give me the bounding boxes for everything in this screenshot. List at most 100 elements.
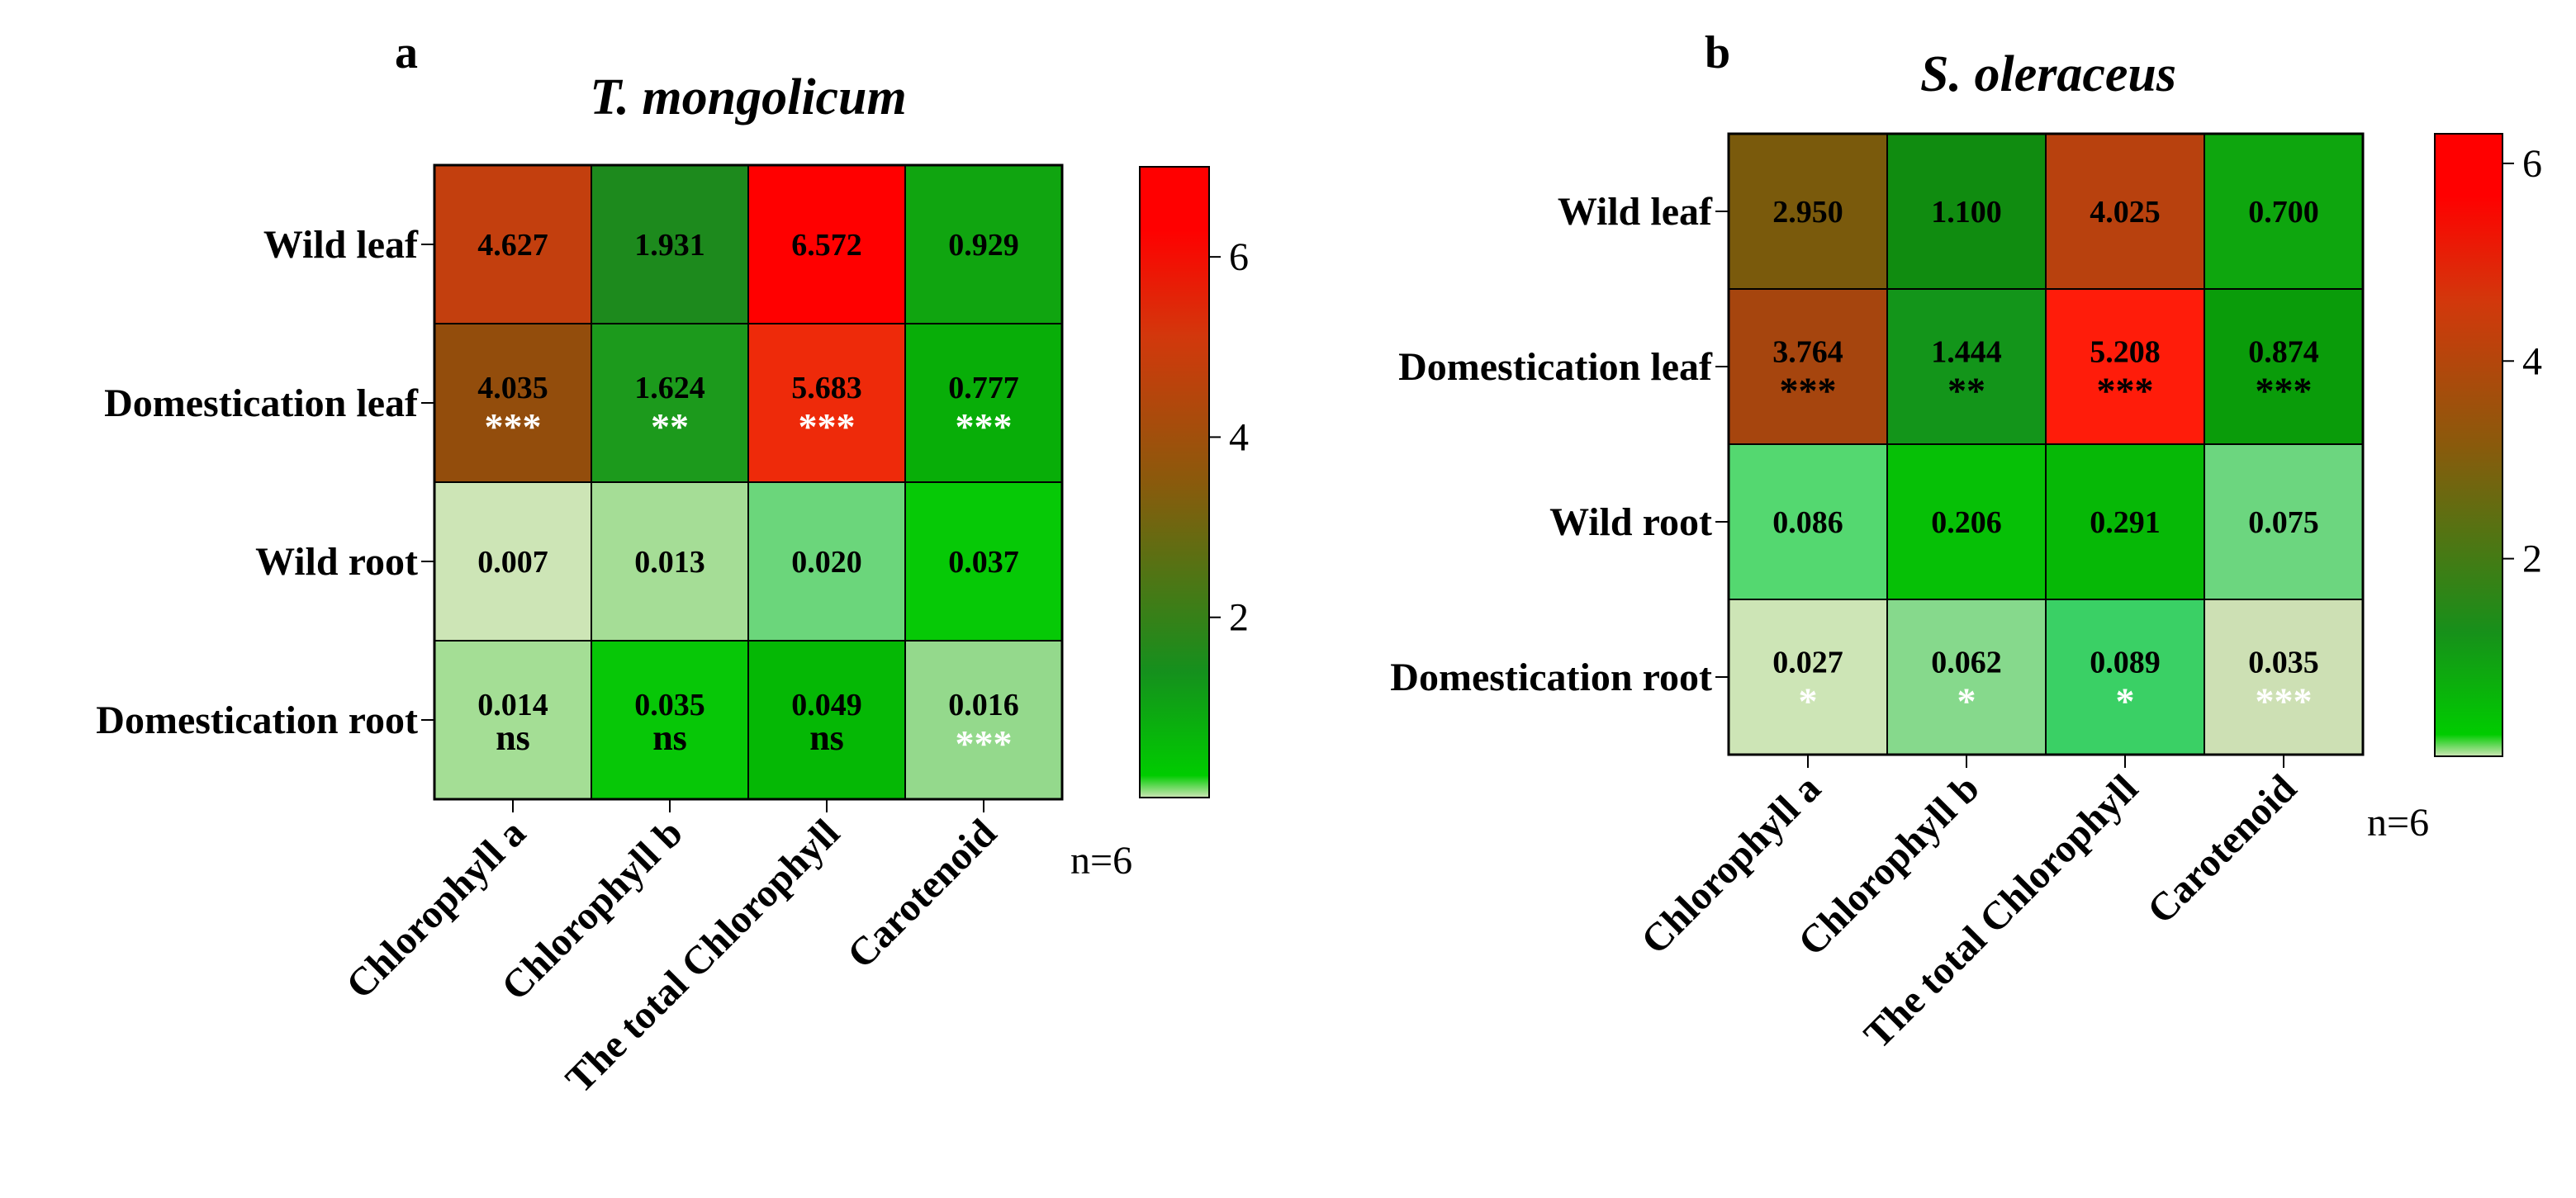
heatmap-cell <box>591 481 749 642</box>
colorbar <box>2434 133 2503 757</box>
heatmap-cell <box>2204 133 2364 290</box>
cell-value: 6.572 <box>791 228 862 263</box>
cell-value: 0.013 <box>634 545 705 580</box>
heatmap-cell <box>434 164 592 324</box>
significance-label: *** <box>485 405 542 447</box>
column-label: Carotenoid <box>839 811 1005 977</box>
heatmap-border <box>433 163 1064 801</box>
sample-size-label: n=6 <box>2367 801 2429 845</box>
cell-value: 0.086 <box>1772 505 1843 540</box>
heatmap-cell <box>904 323 1063 483</box>
colorbar-tick-label: 6 <box>2522 142 2542 186</box>
column-label: The total Chlorophyll <box>1856 766 2147 1057</box>
heatmap-cell <box>1886 133 2047 290</box>
colorbar-tick-label: 4 <box>2522 339 2542 383</box>
heatmap-cell <box>1728 133 1888 290</box>
cell-value: 0.206 <box>1931 505 2002 540</box>
heatmap-border <box>1727 132 2365 756</box>
panel-letter: a <box>395 27 418 78</box>
cell-value: 5.208 <box>2090 334 2161 369</box>
significance-label: *** <box>799 405 856 447</box>
cell-value: 0.929 <box>948 228 1019 263</box>
heatmap-cell <box>904 481 1063 642</box>
row-label: Wild root <box>255 540 418 584</box>
significance-label: *** <box>2256 369 2313 411</box>
cell-value: 2.950 <box>1772 195 1843 230</box>
row-label: Domestication root <box>96 698 418 742</box>
colorbar <box>1139 166 1210 798</box>
cell-value: 4.035 <box>477 371 548 405</box>
cell-value: 0.035 <box>634 688 705 722</box>
row-label: Domestication root <box>1390 656 1712 699</box>
heatmap-cell <box>434 323 592 483</box>
heatmap-cell <box>591 164 749 324</box>
cell-value: 0.777 <box>948 371 1019 405</box>
heatmap-cell <box>434 640 592 800</box>
heatmap-cell <box>1728 443 1888 600</box>
significance-label: ns <box>652 717 687 758</box>
cell-value: 1.931 <box>634 228 705 263</box>
heatmap-cell <box>1886 443 2047 600</box>
colorbar-tick-label: 2 <box>2522 537 2542 581</box>
cell-value: 0.035 <box>2248 645 2319 679</box>
heatmap-cell <box>904 640 1063 800</box>
heatmap-cell <box>1886 288 2047 445</box>
significance-label: * <box>1957 679 1976 722</box>
heatmap-cell <box>1728 288 1888 445</box>
cell-value: 0.007 <box>477 545 548 580</box>
cell-value: 0.075 <box>2248 505 2319 540</box>
colorbar-tick-label: 4 <box>1229 415 1249 459</box>
significance-label: ** <box>651 405 689 447</box>
cell-value: 0.027 <box>1772 645 1843 679</box>
cell-value: 0.049 <box>791 688 862 722</box>
significance-label: *** <box>1780 369 1837 411</box>
heatmap-cell <box>904 164 1063 324</box>
cell-value: 0.037 <box>948 545 1019 580</box>
column-label: The total Chlorophyll <box>557 811 848 1101</box>
cell-value: 1.624 <box>634 371 705 405</box>
row-label: Wild root <box>1549 500 1712 544</box>
sample-size-label: n=6 <box>1070 839 1132 883</box>
significance-label: *** <box>2256 679 2313 722</box>
row-label: Domestication leaf <box>1398 345 1713 389</box>
row-label: Wild leaf <box>263 223 419 267</box>
cell-value: 1.100 <box>1931 195 2002 230</box>
heatmap-cell <box>591 640 749 800</box>
heatmap-cell <box>1728 599 1888 755</box>
heatmap-cell <box>2204 599 2364 755</box>
cell-value: 0.089 <box>2090 645 2161 679</box>
row-label: Domestication leaf <box>104 381 419 425</box>
cell-value: 1.444 <box>1931 334 2002 369</box>
significance-label: * <box>1799 679 1818 722</box>
column-label: Carotenoid <box>2139 766 2305 932</box>
cell-value: 0.291 <box>2090 505 2161 540</box>
significance-label: * <box>2116 679 2135 722</box>
chart-title: T. mongolicum <box>590 69 907 125</box>
cell-value: 0.700 <box>2248 195 2319 230</box>
significance-label: *** <box>956 722 1013 765</box>
colorbar-tick-label: 6 <box>1229 235 1249 279</box>
heatmap-cell <box>2045 288 2205 445</box>
cell-value: 0.020 <box>791 545 862 580</box>
panel-letter: b <box>1705 27 1730 78</box>
cell-value: 4.025 <box>2090 195 2161 230</box>
cell-value: 3.764 <box>1772 334 1843 369</box>
chart-title: S. oleraceus <box>1920 46 2176 102</box>
cell-value: 0.874 <box>2248 334 2319 369</box>
significance-label: *** <box>2097 369 2154 411</box>
cell-value: 0.014 <box>477 688 548 722</box>
cell-value: 0.062 <box>1931 645 2002 679</box>
heatmap-cell <box>591 323 749 483</box>
cell-value: 0.016 <box>948 688 1019 722</box>
row-label: Wild leaf <box>1558 190 1713 234</box>
cell-value: 4.627 <box>477 228 548 263</box>
significance-label: ** <box>1947 369 1985 411</box>
colorbar-tick-label: 2 <box>1229 596 1249 640</box>
significance-label: ns <box>496 717 530 758</box>
significance-label: ns <box>809 717 844 758</box>
heatmap-cell <box>2204 288 2364 445</box>
cell-value: 5.683 <box>791 371 862 405</box>
